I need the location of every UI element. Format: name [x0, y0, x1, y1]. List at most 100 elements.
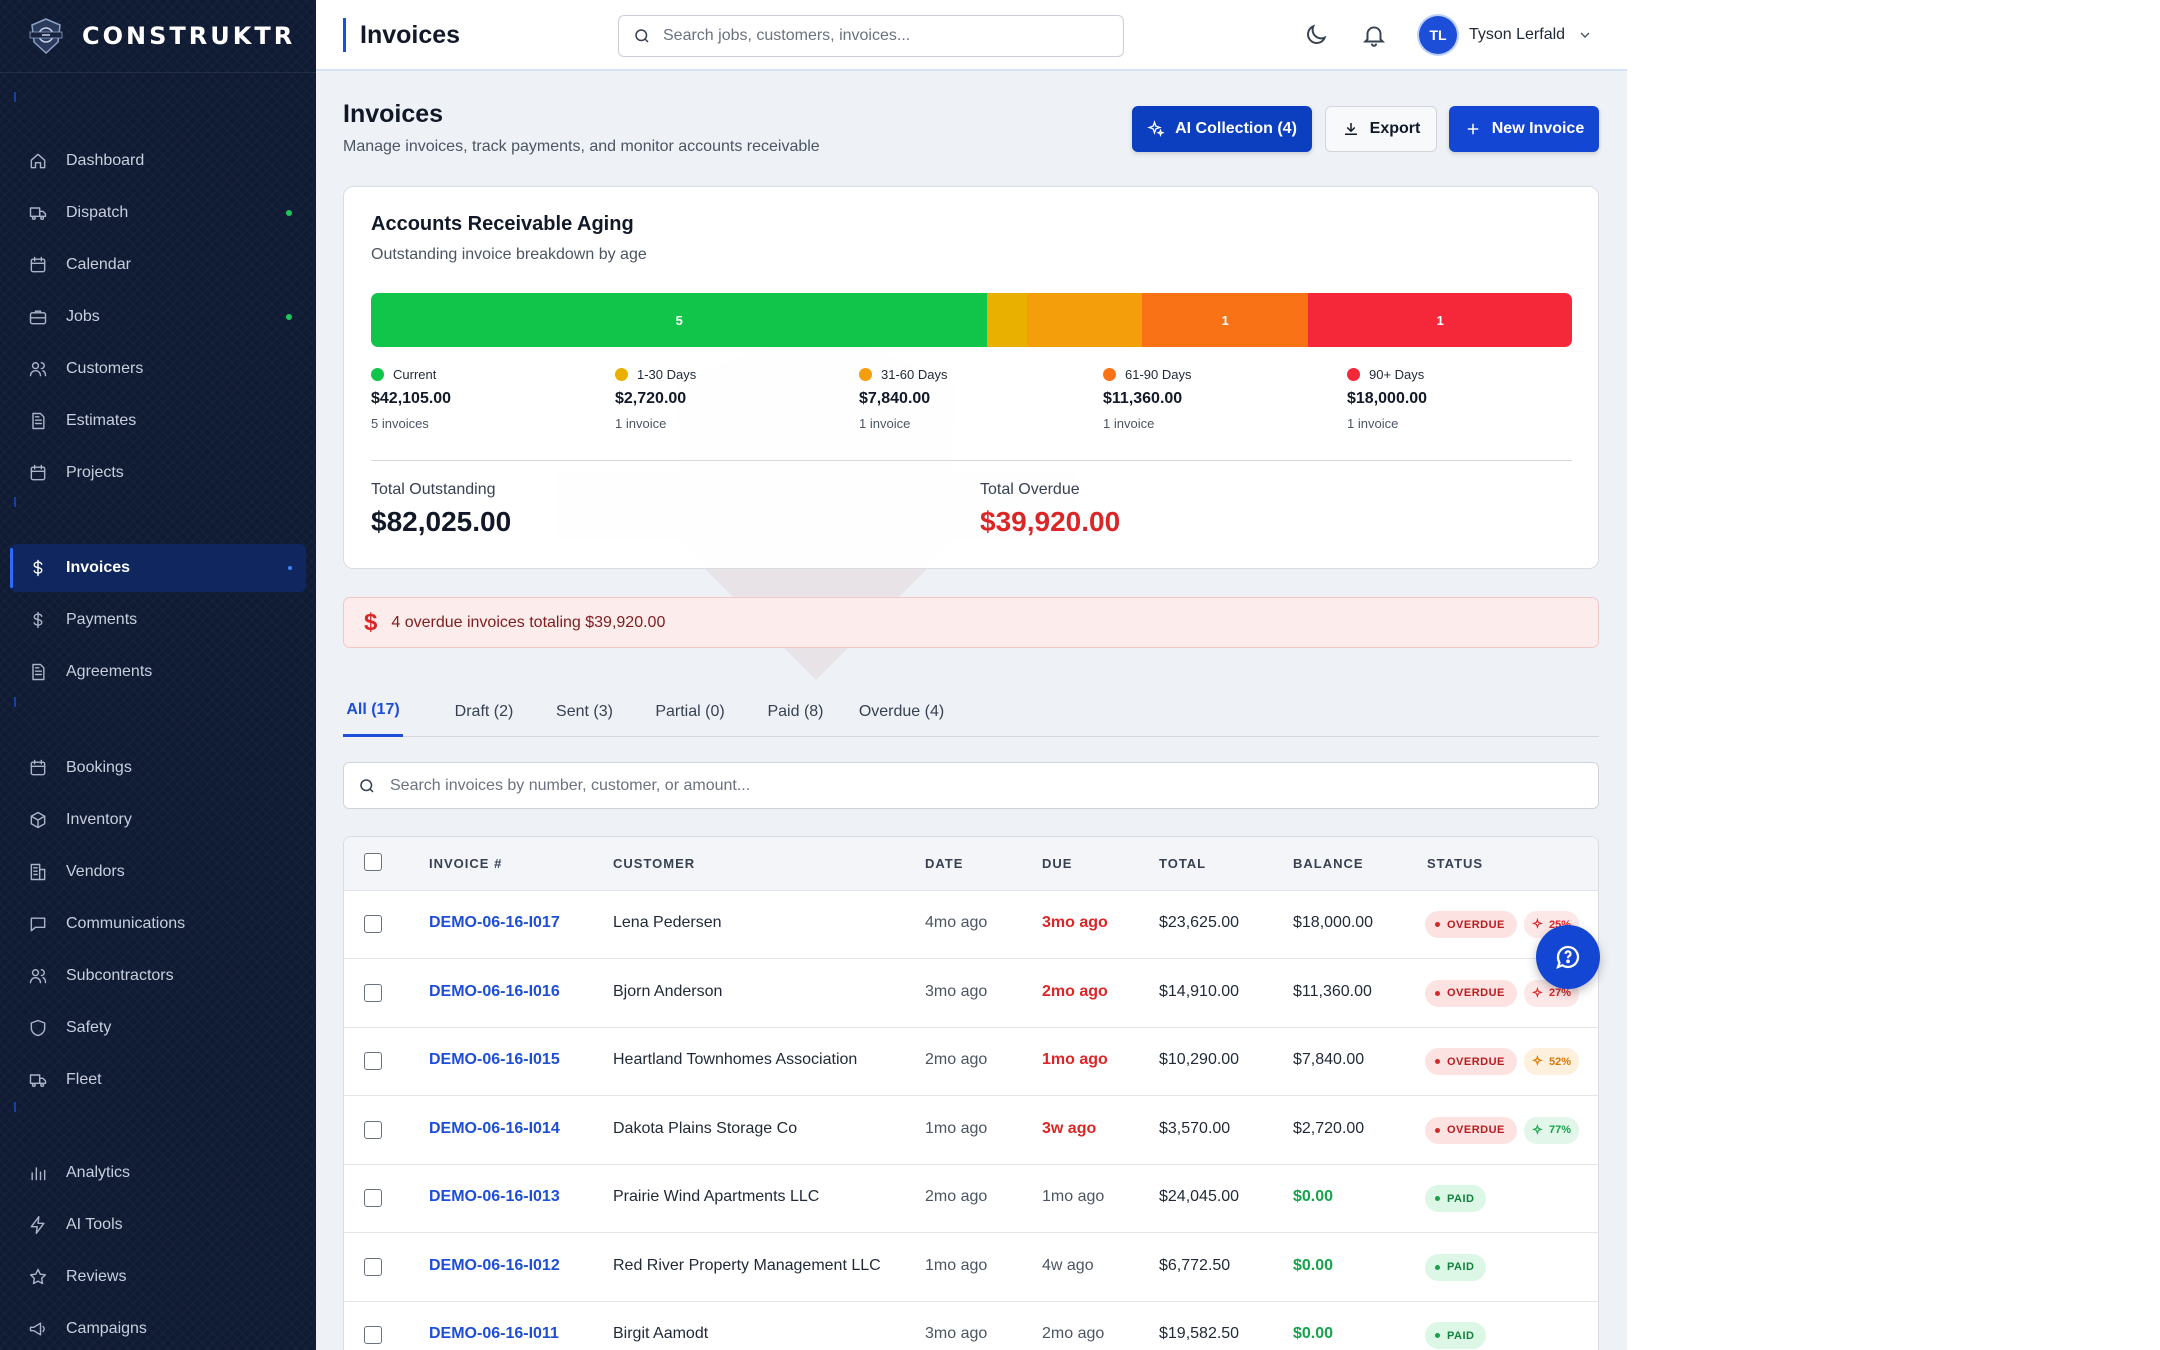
- sidebar-item-subcontractors[interactable]: Subcontractors: [10, 952, 306, 1000]
- invoice-number-link[interactable]: DEMO-06-16-I013: [429, 1188, 560, 1205]
- table-row[interactable]: DEMO-06-16-I016 Bjorn Anderson 3mo ago 2mo …: [344, 960, 1598, 1028]
- sidebar-item-communications[interactable]: Communications: [10, 900, 306, 948]
- row-checkbox[interactable]: [364, 1052, 382, 1070]
- sidebar-item-dispatch[interactable]: Dispatch: [10, 189, 306, 237]
- new-invoice-button[interactable]: New Invoice: [1449, 106, 1599, 152]
- global-search-input[interactable]: [663, 27, 1103, 45]
- sidebar-item-bookings[interactable]: Bookings: [10, 744, 306, 792]
- dark-mode-moon-icon[interactable]: [1303, 22, 1329, 48]
- table-row[interactable]: DEMO-06-16-I011 Birgit Aamodt 3mo ago 2mo a…: [344, 1302, 1598, 1350]
- legend-swatch: [615, 367, 628, 381]
- column-header-invoice[interactable]: INVOICE #: [429, 856, 503, 871]
- sidebar-item-campaigns[interactable]: Campaigns: [10, 1305, 306, 1350]
- aging-segment-current[interactable]: 5: [371, 293, 988, 347]
- invoice-search-input[interactable]: [390, 776, 1570, 795]
- invoice-number-link[interactable]: DEMO-06-16-I017: [429, 914, 560, 931]
- legend-swatch: [1103, 367, 1116, 381]
- sidebar-item-ai-tools[interactable]: AI Tools: [10, 1201, 306, 1249]
- sidebar-item-projects[interactable]: Projects: [10, 449, 306, 497]
- column-header-status[interactable]: STATUS: [1427, 856, 1484, 871]
- download-icon: [1344, 123, 1357, 135]
- bucket-count: 1 invoice: [1347, 416, 1399, 431]
- sidebar-item-label: Jobs: [66, 308, 100, 325]
- export-label: Export: [1369, 120, 1421, 137]
- sidebar-item-invoices[interactable]: Invoices: [10, 544, 306, 592]
- sparkle-icon: [1532, 1055, 1543, 1066]
- table-row[interactable]: DEMO-06-16-I012 Red River Property Manage…: [344, 1234, 1598, 1302]
- column-header-balance[interactable]: BALANCE: [1293, 856, 1364, 871]
- aging-bucket-1-30-days: 1-30 Days $2,720.00 1 invoice: [615, 365, 696, 431]
- global-search[interactable]: [618, 15, 1124, 57]
- section-marker: [14, 697, 16, 707]
- invoice-number-link[interactable]: DEMO-06-16-I016: [429, 982, 560, 1000]
- row-checkbox[interactable]: [364, 983, 382, 1002]
- bucket-count: 1 invoice: [615, 416, 667, 431]
- table-row[interactable]: DEMO-06-16-I014 Dakota Plains Storage Co 1…: [344, 1097, 1598, 1165]
- column-header-due[interactable]: DUE: [1042, 856, 1073, 871]
- column-header-date[interactable]: DATE: [925, 856, 964, 871]
- tab-overdue[interactable]: Overdue (4): [858, 702, 945, 720]
- sidebar-item-estimates[interactable]: Estimates: [10, 397, 306, 445]
- aging-subtitle: Outstanding invoice breakdown by age: [371, 246, 647, 263]
- row-checkbox[interactable]: [364, 915, 382, 933]
- table-row[interactable]: DEMO-06-16-I013 Prairie Wind Apartments L…: [344, 1165, 1598, 1233]
- tab-sent[interactable]: Sent (3): [556, 702, 613, 720]
- sidebar-item-customers[interactable]: Customers: [10, 345, 306, 393]
- table-row[interactable]: DEMO-06-16-I017 Lena Pedersen 4mo ago 3mo a…: [344, 891, 1598, 959]
- ai-collection-score[interactable]: 52%: [1524, 1048, 1580, 1075]
- invoice-number-link[interactable]: DEMO-06-16-I011: [429, 1325, 559, 1342]
- brand[interactable]: CONSTRUKTR: [26, 14, 295, 58]
- table-row[interactable]: DEMO-06-16-I015 Heartland Townhomes Assoc…: [344, 1028, 1598, 1096]
- sidebar-item-calendar[interactable]: Calendar: [10, 241, 306, 289]
- invoice-number-link[interactable]: DEMO-06-16-I015: [429, 1051, 560, 1068]
- row-checkbox[interactable]: [364, 1257, 382, 1276]
- column-header-total[interactable]: TOTAL: [1159, 856, 1207, 871]
- export-button[interactable]: Export: [1325, 106, 1437, 152]
- invoice-search[interactable]: [343, 762, 1599, 809]
- aging-title: Accounts Receivable Aging: [371, 213, 634, 235]
- status-dot: [1435, 922, 1440, 927]
- help-chat-button[interactable]: [1536, 925, 1600, 989]
- row-checkbox[interactable]: [364, 1326, 382, 1344]
- sidebar-item-dashboard[interactable]: Dashboard: [10, 137, 306, 185]
- invoice-number-link[interactable]: DEMO-06-16-I012: [429, 1256, 560, 1274]
- sidebar-item-reviews[interactable]: Reviews: [10, 1253, 306, 1301]
- sidebar-item-jobs[interactable]: Jobs: [10, 293, 306, 341]
- sidebar-item-safety[interactable]: Safety: [10, 1004, 306, 1052]
- total-overdue-label: Total Overdue: [980, 481, 1080, 498]
- avatar: TL: [1419, 16, 1457, 54]
- select-all-checkbox[interactable]: [364, 853, 382, 871]
- aging-segment-61-90-days[interactable]: 1: [1142, 293, 1309, 347]
- sidebar-item-payments[interactable]: Payments: [10, 596, 306, 644]
- tab-all[interactable]: All (17): [343, 686, 403, 737]
- tab-draft[interactable]: Draft (2): [454, 702, 514, 720]
- sidebar-item-agreements[interactable]: Agreements: [10, 648, 306, 696]
- dollar-icon: [33, 611, 43, 629]
- ai-score-value: 52%: [1549, 1055, 1572, 1068]
- invoice-balance: $0.00: [1293, 1325, 1334, 1342]
- user-menu[interactable]: TL Tyson Lerfald: [1419, 16, 1593, 54]
- section-marker: [14, 1102, 16, 1112]
- notification-bell-icon[interactable]: [1361, 22, 1387, 48]
- row-checkbox[interactable]: [364, 1120, 382, 1139]
- sidebar-item-vendors[interactable]: Vendors: [10, 848, 306, 896]
- sidebar-item-fleet[interactable]: Fleet: [10, 1056, 306, 1104]
- tab-paid[interactable]: Paid (8): [767, 702, 824, 720]
- aging-segment-1-30-days[interactable]: [987, 293, 1028, 347]
- column-header-customer[interactable]: CUSTOMER: [613, 856, 696, 871]
- sidebar-item-analytics[interactable]: Analytics: [10, 1149, 306, 1197]
- status-badge: PAID: [1425, 1185, 1487, 1212]
- ai-collection-button[interactable]: AI Collection (4): [1132, 106, 1312, 152]
- ai-collection-score[interactable]: 77%: [1524, 1116, 1580, 1144]
- aging-segment-31-60-days[interactable]: [1027, 293, 1143, 347]
- customer-name: Bjorn Anderson: [613, 982, 723, 1000]
- due-date: 1mo ago: [1042, 1051, 1108, 1068]
- sidebar-item-inventory[interactable]: Inventory: [10, 796, 306, 844]
- tab-partial[interactable]: Partial (0): [655, 702, 725, 720]
- main-content: Invoices TL Tyson Lerfald Invoices Manag…: [316, 0, 1627, 1350]
- row-checkbox[interactable]: [364, 1189, 382, 1207]
- invoice-number-link[interactable]: DEMO-06-16-I014: [429, 1119, 560, 1137]
- aging-segment-90-days[interactable]: 1: [1308, 293, 1572, 347]
- invoice-total: $24,045.00: [1159, 1188, 1240, 1205]
